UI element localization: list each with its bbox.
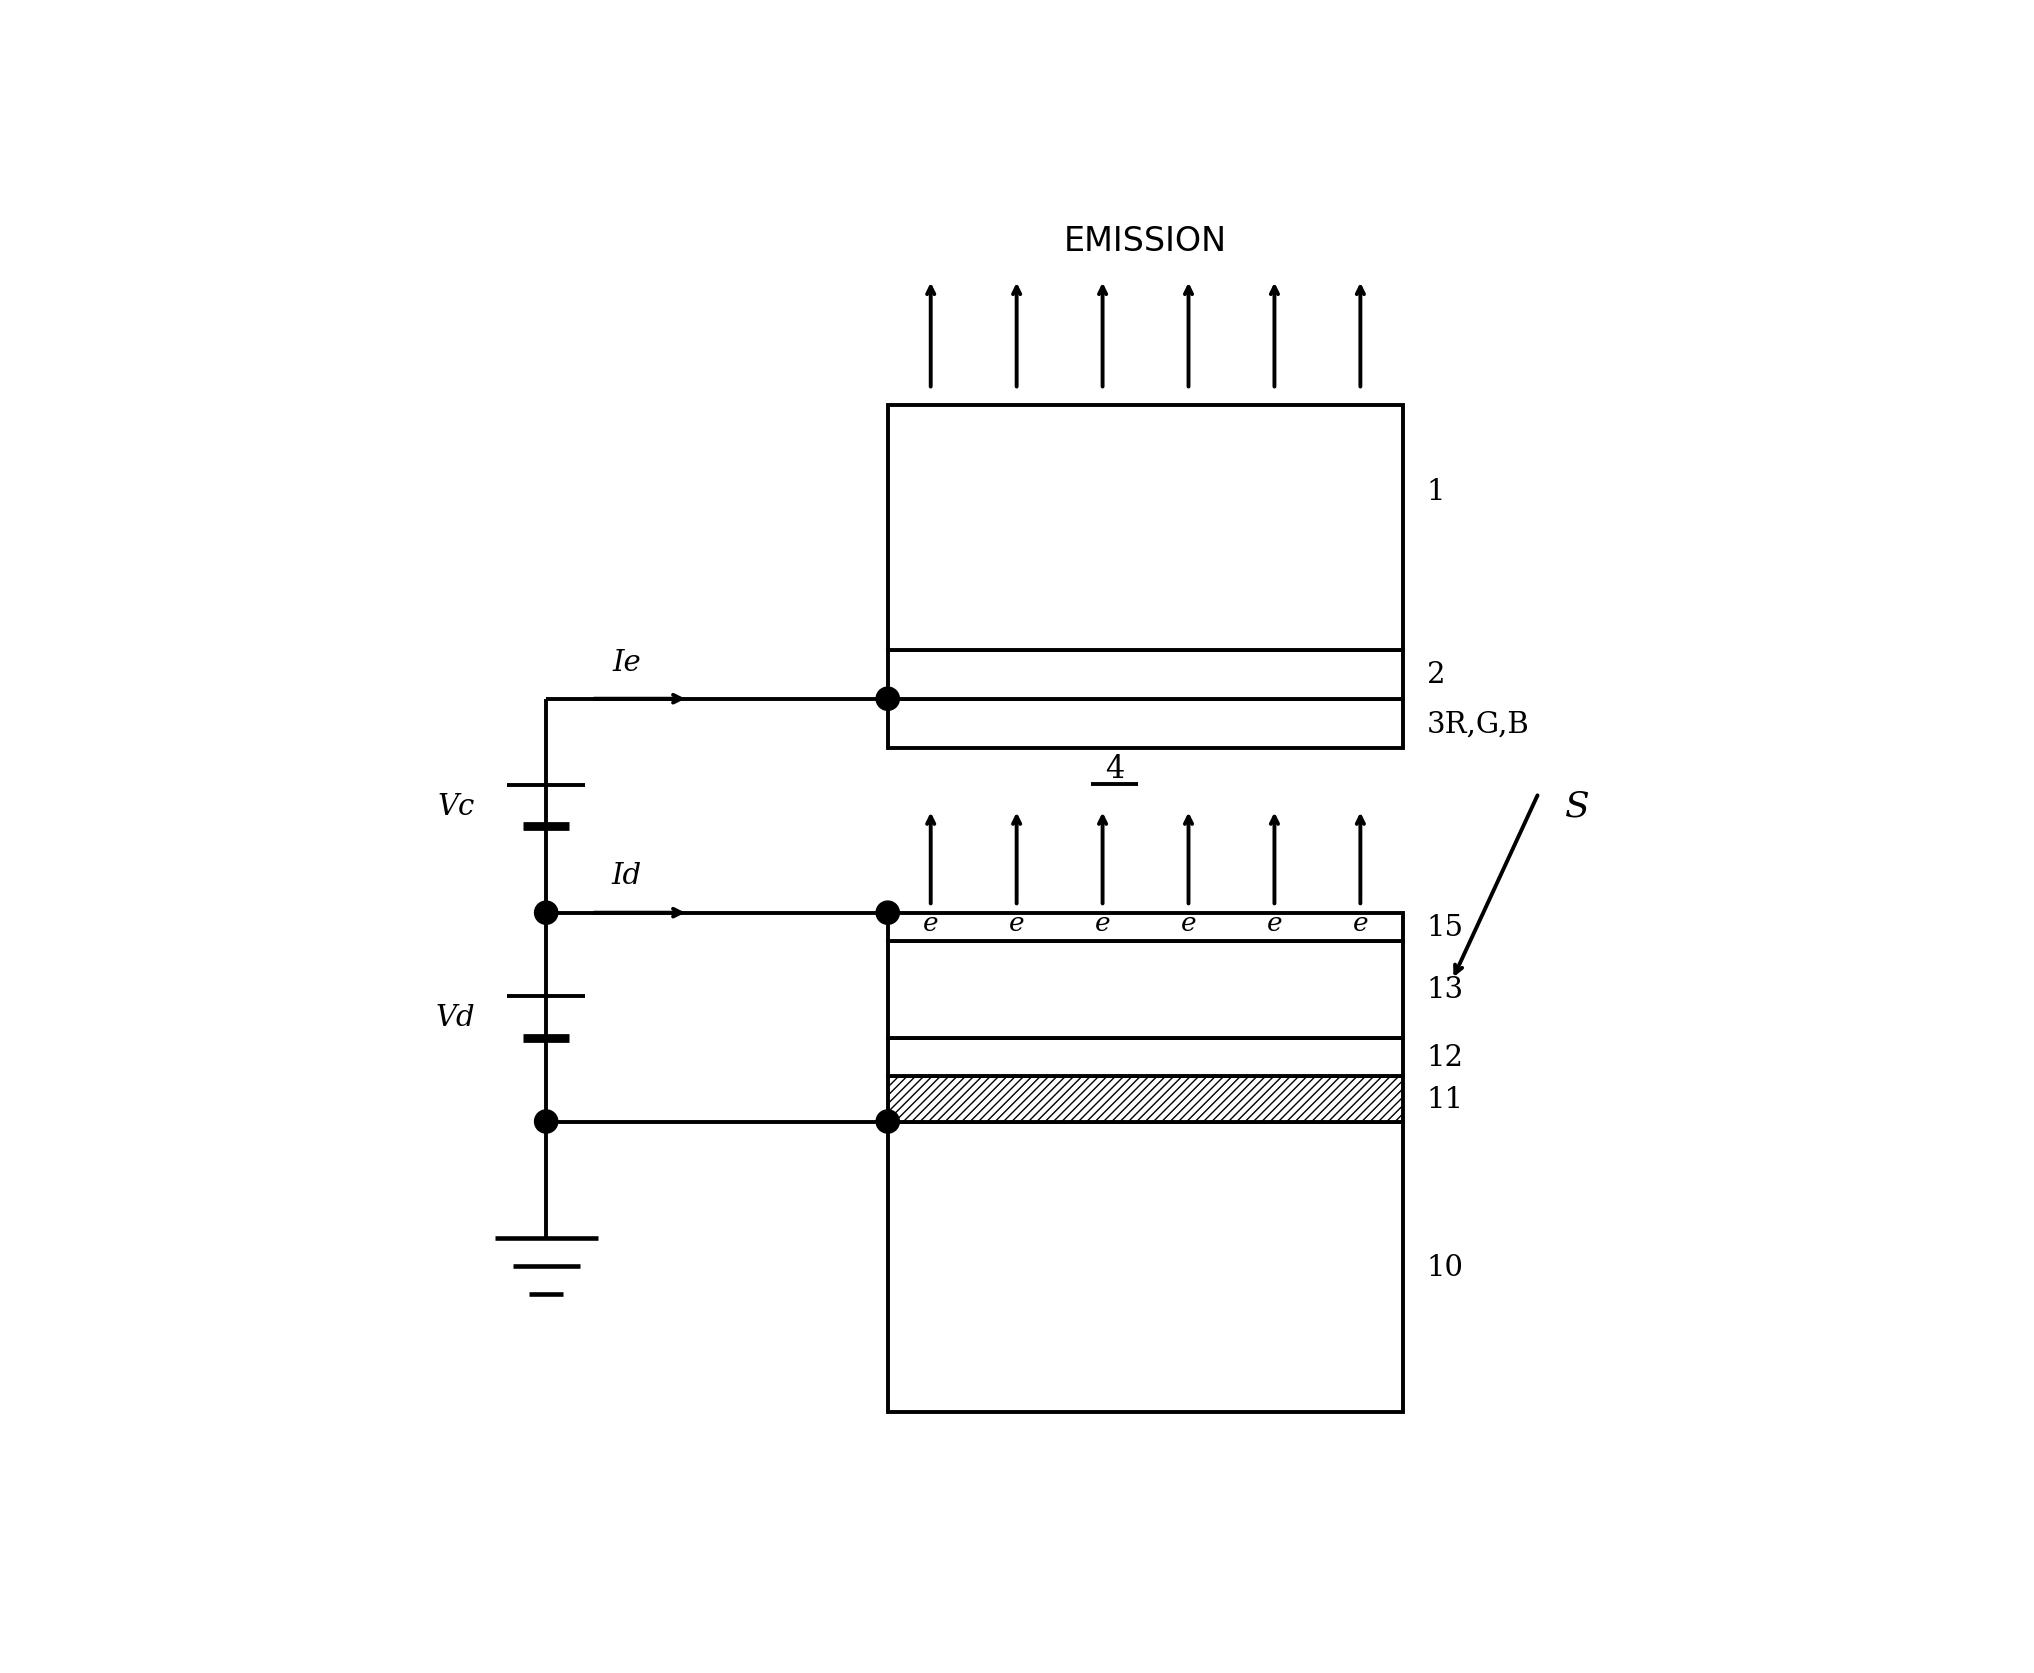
Circle shape <box>877 1111 899 1133</box>
Text: 2: 2 <box>1426 661 1444 689</box>
Text: e: e <box>1267 910 1281 935</box>
Text: e: e <box>1009 910 1025 935</box>
Text: 1: 1 <box>1426 477 1444 505</box>
Circle shape <box>877 688 899 711</box>
Text: e: e <box>1094 910 1111 935</box>
Text: Ie: Ie <box>612 647 641 676</box>
Text: Vc: Vc <box>437 793 476 820</box>
Bar <box>887 405 1403 651</box>
Text: 15: 15 <box>1426 913 1464 942</box>
Text: e: e <box>1353 910 1369 935</box>
Text: 3R,G,B: 3R,G,B <box>1426 709 1530 738</box>
Text: 13: 13 <box>1426 975 1464 1004</box>
Bar <box>887 1123 1403 1412</box>
Text: e: e <box>923 910 938 935</box>
Bar <box>887 942 1403 1037</box>
Circle shape <box>535 1111 557 1133</box>
Text: e: e <box>1180 910 1196 935</box>
Circle shape <box>877 902 899 925</box>
Text: S: S <box>1564 790 1589 823</box>
Bar <box>887 699 1403 748</box>
Bar <box>887 1037 1403 1077</box>
Text: 4: 4 <box>1104 753 1125 785</box>
Text: Id: Id <box>612 862 643 890</box>
Text: 10: 10 <box>1426 1253 1464 1282</box>
Text: 11: 11 <box>1426 1086 1464 1113</box>
Bar <box>887 913 1403 942</box>
Text: EMISSION: EMISSION <box>1064 224 1227 258</box>
Text: 12: 12 <box>1426 1044 1464 1071</box>
Bar <box>887 651 1403 699</box>
Circle shape <box>535 902 557 925</box>
Bar <box>887 1077 1403 1123</box>
Text: Vd: Vd <box>435 1004 476 1032</box>
